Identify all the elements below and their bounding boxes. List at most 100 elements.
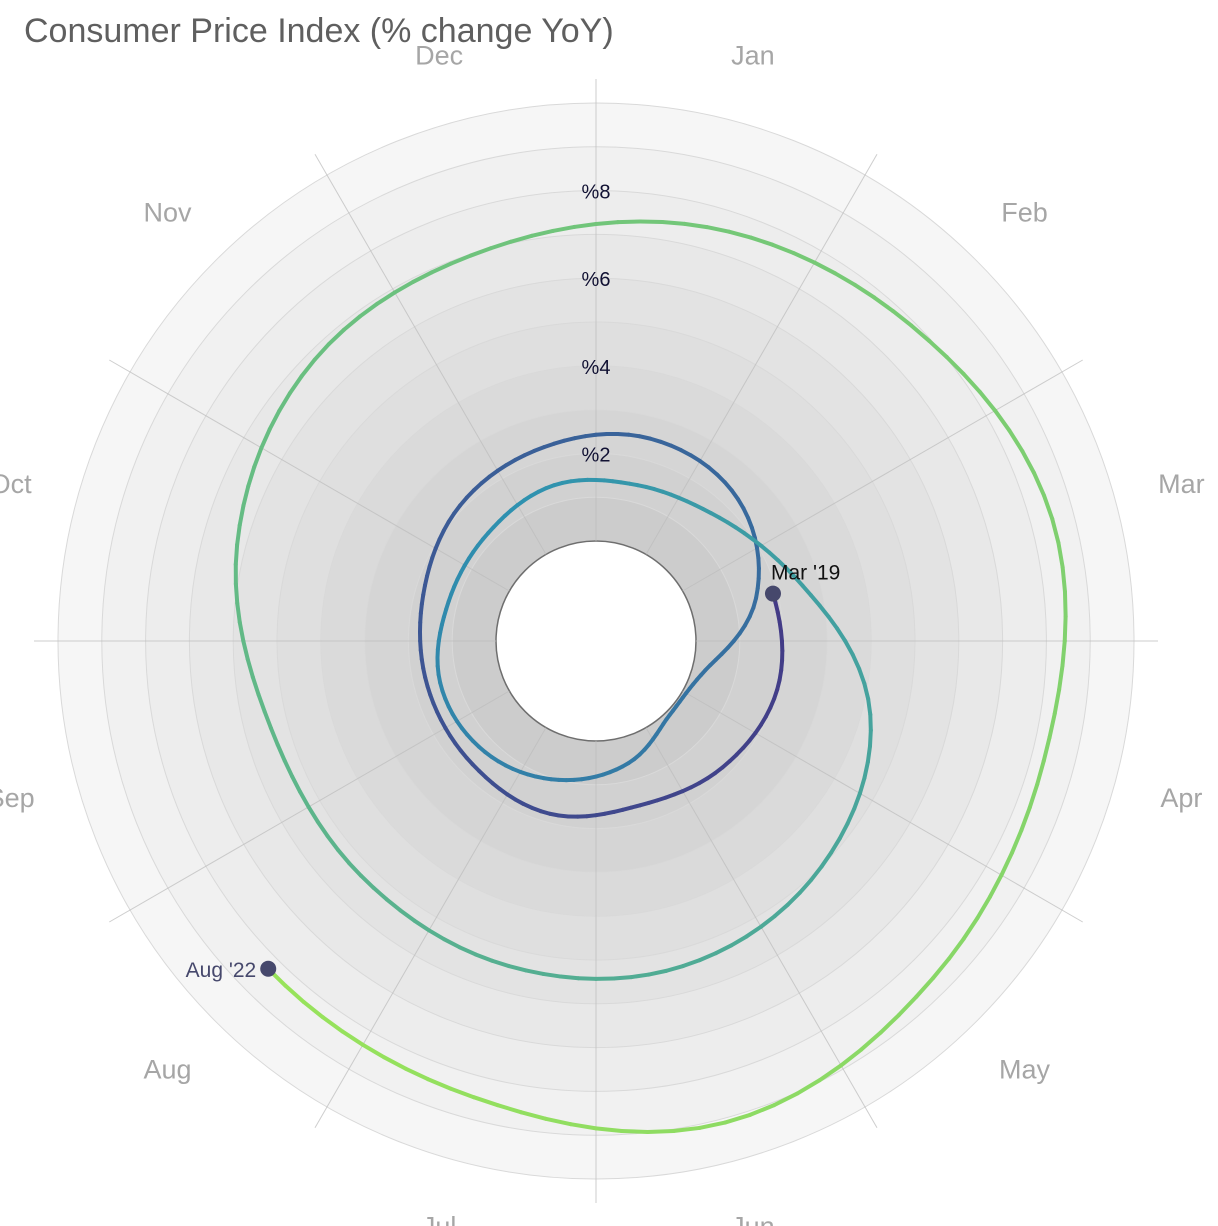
series-segment [490,958,511,969]
angular-gridlines [34,79,1158,1203]
series-segment [594,1126,624,1134]
series-segment [1056,540,1065,570]
series-segment [713,943,734,956]
series-segment [931,956,951,981]
series-segment [341,314,363,332]
series-segment [241,484,251,508]
series-segment [891,309,914,328]
series-segment [862,760,870,780]
series-segment [927,338,949,360]
radial-tick-label: %8 [582,182,611,204]
series-segment [837,821,850,841]
series-segment [859,1030,883,1052]
series-segment [878,1013,901,1035]
series-segment [795,1078,822,1096]
series-segment [819,850,834,869]
series-segment [852,791,862,811]
series-segment [235,601,242,625]
spoke-line [109,359,510,592]
series-segment [287,374,304,396]
series-segment [646,968,669,977]
series-segment [1041,735,1052,763]
center-hole [495,540,697,742]
endpoint-markers: Mar '19 Aug '22 [186,562,841,982]
series-segment [256,692,267,714]
radial-bands [57,102,1135,1180]
series-segment [275,742,287,763]
series-segment [850,652,862,671]
series-segment [682,221,709,230]
series-segment [250,675,261,697]
series-segment [852,282,877,300]
series-segment [817,1063,844,1083]
series-segment [946,936,966,961]
series-segment [1062,589,1068,619]
series-segment [237,503,246,528]
series-segment [509,233,534,244]
series-segment [1057,663,1065,692]
series-segment [237,620,246,643]
series-segment [336,847,352,866]
series-segment [268,726,280,747]
series-segment [306,804,320,824]
series-segment [914,976,936,999]
series-segment [638,219,665,225]
series-segment [809,864,824,882]
series-segment [1009,828,1024,855]
series-segment [697,951,718,963]
series-segment [358,301,380,319]
series-segment [473,952,495,963]
month-label: Sep [0,783,35,813]
series-segment [529,228,555,238]
series-segment [550,224,577,233]
series-segment [839,1047,864,1068]
series-segment [832,271,857,287]
month-label: Oct [0,469,32,499]
series-segment [770,242,796,256]
series-segment [1047,711,1057,740]
chart-title: Consumer Price Index (% change YoY) [24,12,614,50]
series-segment [340,1029,365,1047]
series-segment [961,916,980,941]
series-segment [235,523,242,547]
series-segment [277,391,292,413]
series-segment [868,712,873,733]
series-segment [993,408,1012,433]
series-segment [664,964,686,973]
series-segment [772,1091,800,1108]
series-segment [747,1103,777,1117]
series-segment [233,542,240,567]
series-segment [315,819,330,839]
series-segment [411,270,434,284]
end-marker [260,960,277,977]
radial-tick-label: %6 [582,269,611,291]
month-label: Jan [731,41,775,71]
spoke-line [645,154,878,555]
series-segment [704,225,731,234]
series-segment [299,357,317,379]
series-segment [785,890,802,907]
series-segment [829,836,842,855]
series-segment [944,355,966,376]
series-segment [448,1086,476,1100]
series-segment [442,937,462,950]
series-segment [298,789,311,809]
series-segment [629,972,651,980]
series-segment [817,603,831,619]
series-segment [1035,758,1046,787]
series-segment [744,924,763,939]
series-segment [381,1055,408,1071]
series-segment [809,593,822,608]
series-segment [347,861,364,878]
series-segment [862,681,871,701]
series-segment [857,775,867,796]
series-segment [359,873,376,890]
radial-tick-label: %4 [582,357,611,379]
series-segment [826,614,840,631]
end-label: Aug '22 [186,959,257,982]
series-segment [572,221,598,229]
series-segment [568,1122,598,1131]
series-segment [865,744,872,765]
month-label: Jun [731,1211,775,1226]
series-segment [233,581,240,606]
